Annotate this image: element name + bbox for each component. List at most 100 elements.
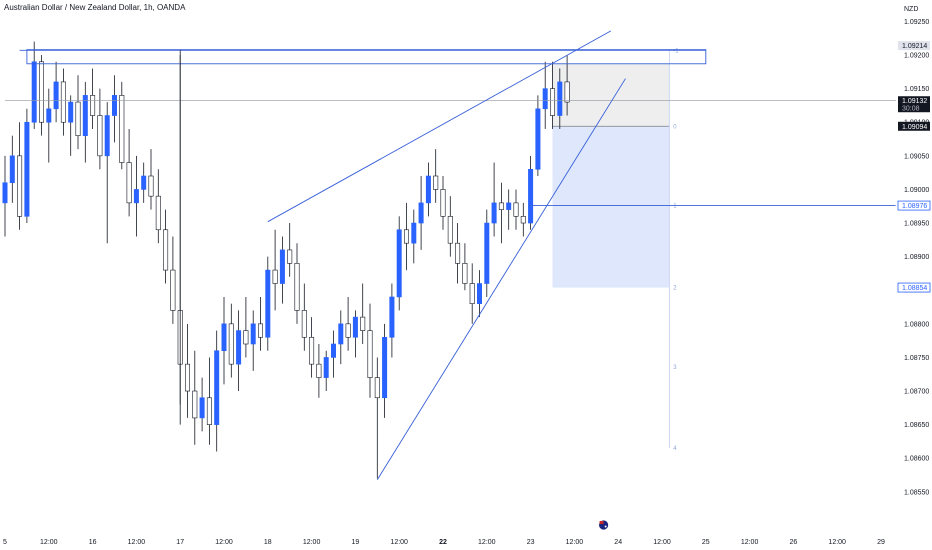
candle xyxy=(221,323,227,352)
candle xyxy=(199,397,205,419)
candle xyxy=(60,81,66,123)
candle xyxy=(243,330,249,345)
fib-level-label: 1 xyxy=(673,204,677,210)
candle xyxy=(513,202,519,217)
fib-blue-zone xyxy=(552,126,670,288)
price-tag-1-08976: 1.08976 xyxy=(897,200,931,211)
candle xyxy=(53,81,59,110)
fib-level-label: 2 xyxy=(673,286,677,292)
candle xyxy=(133,189,139,204)
price-tick-label: 1.09000 xyxy=(904,187,929,194)
price-tag-countdown: 30:08 xyxy=(902,106,920,113)
candle xyxy=(352,316,358,338)
time-tick-label: 12:00 xyxy=(653,539,671,546)
candle xyxy=(119,95,125,163)
resistance-zone xyxy=(26,49,707,65)
time-tick-label: 12:00 xyxy=(566,539,584,546)
time-tick-label: 23 xyxy=(527,539,535,546)
candle xyxy=(484,222,490,284)
time-tick-label: 12:00 xyxy=(478,539,496,546)
price-tag-box xyxy=(898,121,930,131)
price-tag-1-08854: 1.08854 xyxy=(897,282,931,293)
candle xyxy=(433,175,439,190)
resistance-trendline xyxy=(267,30,612,223)
time-tick-label: 24 xyxy=(614,539,622,546)
candle xyxy=(411,222,417,244)
candle xyxy=(476,283,482,304)
candle xyxy=(564,81,570,103)
candle xyxy=(462,263,468,284)
candle xyxy=(279,249,285,284)
candle xyxy=(294,263,300,311)
time-tick-label: 16 xyxy=(89,539,97,546)
price-tick-label: 1.09200 xyxy=(904,53,929,60)
candle xyxy=(90,95,96,116)
event-markers[interactable] xyxy=(598,519,609,531)
price-tag-label: 1.09132 xyxy=(902,98,927,105)
fib-level-label: -1 xyxy=(673,48,679,54)
candle xyxy=(24,121,30,217)
time-tick-label: 12:00 xyxy=(303,539,321,546)
flag-union xyxy=(599,521,604,524)
candle xyxy=(265,269,271,338)
price-tick-label: 1.08650 xyxy=(904,422,929,429)
price-tag-1-09094: 1.09094 xyxy=(898,121,930,131)
fib-extension: -1 0 1 2 3 4 xyxy=(552,48,679,452)
candle xyxy=(469,283,475,304)
price-tick-label: 1.08950 xyxy=(904,221,929,228)
candle xyxy=(38,61,44,123)
candle xyxy=(301,310,307,338)
time-tick-label: 12:00 xyxy=(741,539,759,546)
candle xyxy=(17,155,23,217)
candle xyxy=(557,81,563,116)
candle xyxy=(287,249,293,264)
candle xyxy=(170,269,176,311)
australia-flag-icon[interactable] xyxy=(598,519,609,531)
price-tick-label: 1.08900 xyxy=(904,254,929,261)
price-tag-box xyxy=(897,282,931,293)
time-tick-label: 17 xyxy=(176,539,184,546)
candle xyxy=(549,88,555,116)
candle xyxy=(360,316,366,331)
candle xyxy=(126,162,132,204)
price-tag-label: 1.08976 xyxy=(902,203,927,210)
candle xyxy=(31,61,37,123)
time-tick-label: 26 xyxy=(790,539,798,546)
price-axis[interactable]: 1.092501.092001.091501.091001.090501.090… xyxy=(904,19,929,496)
time-tick-label: 19 xyxy=(352,539,360,546)
candle xyxy=(528,168,534,224)
candle xyxy=(382,336,388,399)
candle xyxy=(206,397,212,425)
time-axis[interactable]: 5 12:00 16 12:00 17 12:00 18 12:00 19 12:00 22 12:0… xyxy=(3,539,885,546)
candle xyxy=(75,101,81,136)
price-tag-1-09214: 1.09214 xyxy=(898,41,930,51)
candle xyxy=(367,330,373,378)
candle xyxy=(330,343,336,358)
price-tick-label: 1.09250 xyxy=(904,19,929,26)
candle xyxy=(498,202,504,210)
candle xyxy=(542,88,548,110)
candle xyxy=(447,216,453,244)
candle xyxy=(272,269,278,284)
price-tag-box xyxy=(898,41,930,51)
time-tick-label: 12:00 xyxy=(128,539,146,546)
price-tick-label: 1.09050 xyxy=(904,153,929,160)
candle xyxy=(163,229,169,271)
candle xyxy=(214,350,220,425)
price-tag-box xyxy=(897,200,931,211)
fib-level-label: 4 xyxy=(673,446,677,452)
candle xyxy=(418,202,424,224)
candle xyxy=(440,189,446,217)
candle xyxy=(345,323,351,338)
price-tag-label: 1.09094 xyxy=(902,124,927,131)
candle xyxy=(309,336,315,365)
price-tag-label: 1.09214 xyxy=(902,43,927,50)
candle xyxy=(389,296,395,338)
time-tick-label: 12:00 xyxy=(828,539,846,546)
candle xyxy=(228,323,234,365)
candle xyxy=(68,101,74,123)
currency-label: NZD xyxy=(904,6,919,13)
